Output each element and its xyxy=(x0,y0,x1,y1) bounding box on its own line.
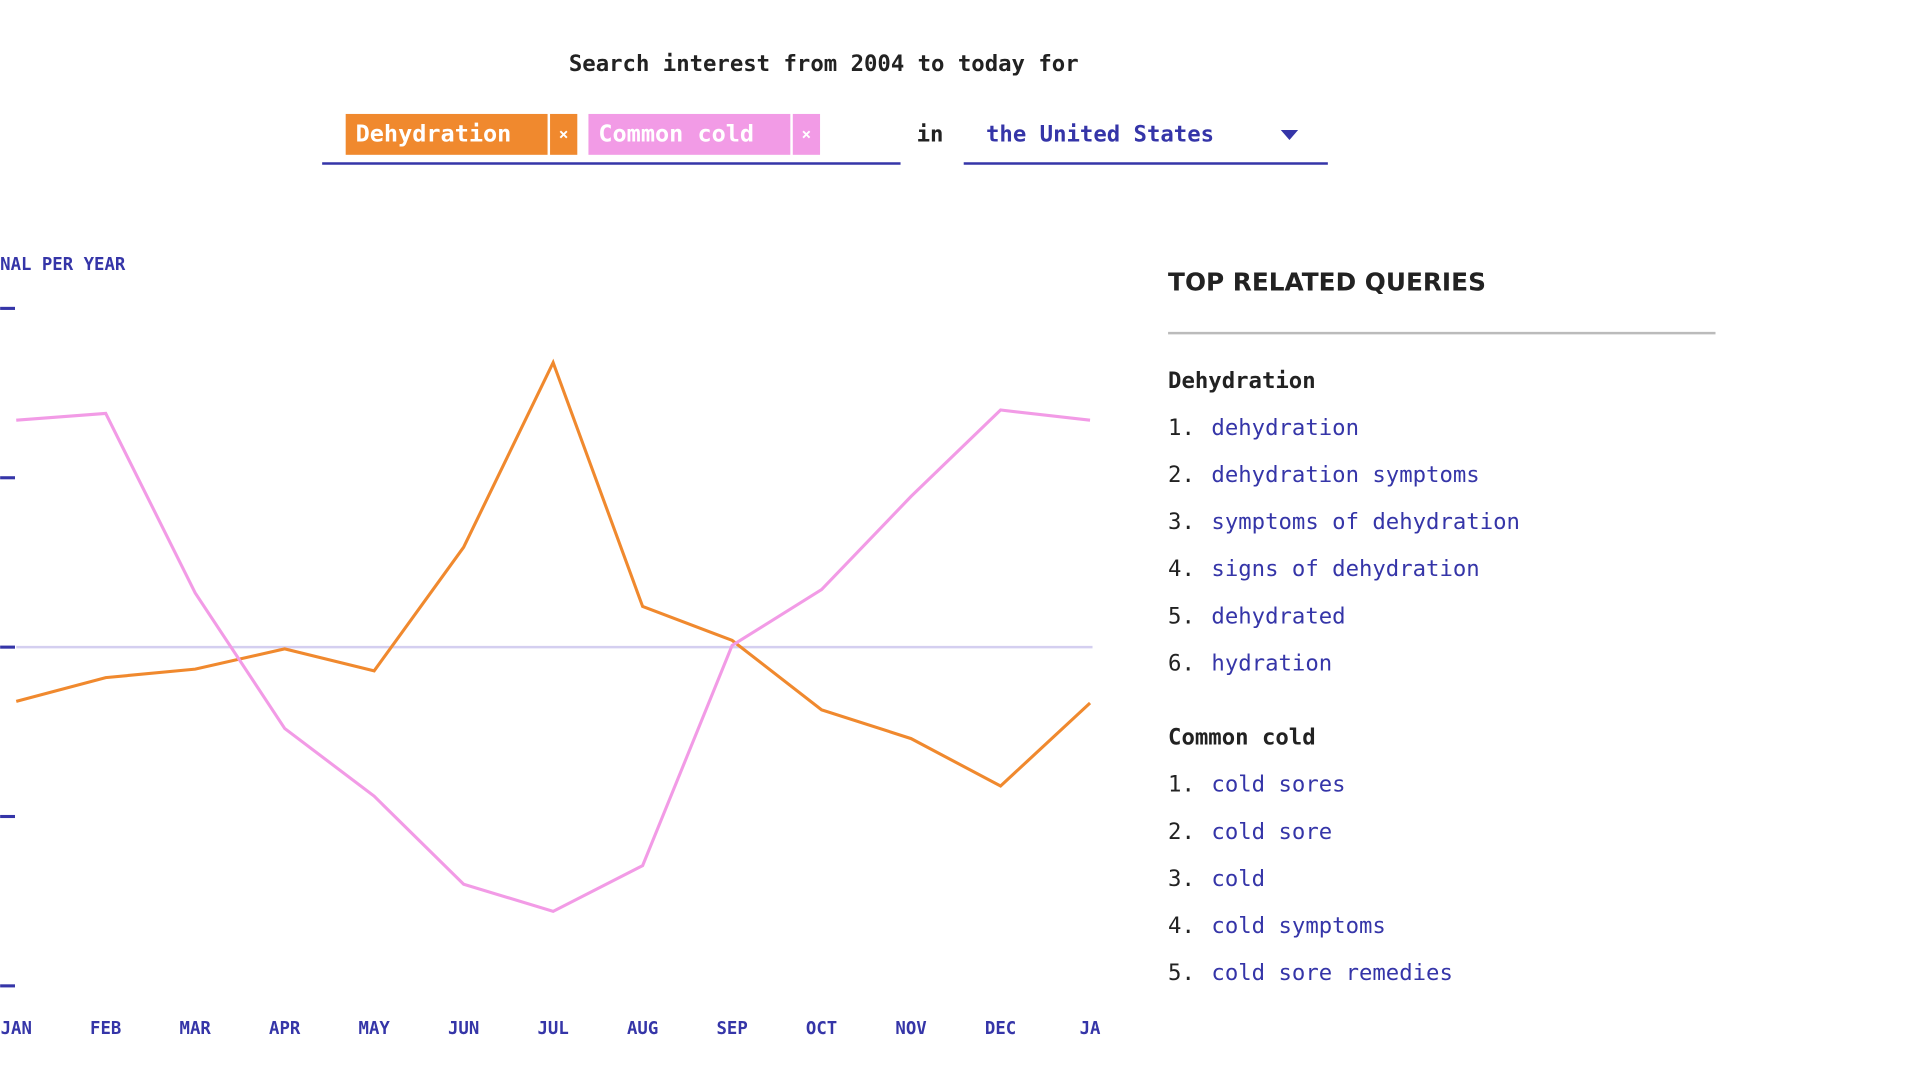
x-tick-label: JAN xyxy=(1,1019,32,1039)
x-tick-label: MAR xyxy=(180,1019,212,1039)
query-rank: 5. xyxy=(1168,603,1195,629)
query-rank: 6. xyxy=(1168,650,1195,676)
x-tick-label: JUN xyxy=(448,1019,479,1039)
query-rank: 3. xyxy=(1168,866,1195,892)
query-rank: 5. xyxy=(1168,960,1195,986)
term-label: Dehydration xyxy=(356,120,512,148)
related-title: TOP RELATED QUERIES xyxy=(1168,268,1486,297)
x-tick-label: FEB xyxy=(90,1019,121,1039)
query-link[interactable]: symptoms of dehydration xyxy=(1211,509,1520,535)
query-link[interactable]: cold sore xyxy=(1211,819,1332,845)
region-select[interactable]: the United States xyxy=(986,122,1214,148)
query-rank: 1. xyxy=(1168,772,1195,798)
x-tick-label: OCT xyxy=(806,1019,837,1039)
term-chips: Dehydration × Common cold × xyxy=(345,113,821,155)
y-axis-label: NAL PER YEAR xyxy=(0,255,126,275)
x-tick-label: SEP xyxy=(716,1019,747,1039)
x-tick-label: MAY xyxy=(359,1019,391,1039)
query-rank: 4. xyxy=(1168,556,1195,582)
query-rank: 2. xyxy=(1168,819,1195,845)
series-line xyxy=(16,408,1091,914)
dropdown-arrow[interactable] xyxy=(1280,130,1299,140)
x-tick-label: JA xyxy=(1080,1019,1101,1039)
query-link[interactable]: cold sore remedies xyxy=(1211,960,1452,986)
query-rank: 3. xyxy=(1168,509,1195,535)
remove-button[interactable]: × xyxy=(802,125,812,144)
x-tick-label: NOV xyxy=(895,1019,926,1039)
in-label: in xyxy=(917,122,944,148)
query-link[interactable]: cold sores xyxy=(1211,772,1345,798)
query-link[interactable]: dehydration symptoms xyxy=(1211,462,1479,488)
query-link[interactable]: dehydrated xyxy=(1211,603,1345,629)
term-chip xyxy=(588,113,791,155)
query-rank: 2. xyxy=(1168,462,1195,488)
query-link[interactable]: dehydration xyxy=(1211,415,1359,441)
series-line xyxy=(15,358,1092,788)
header-title: Search interest from 2004 to today for xyxy=(569,51,1079,77)
related-queries: Dehydration 1. dehydration 2. dehydration sy… xyxy=(1168,368,1520,986)
x-tick-label: AUG xyxy=(627,1019,658,1039)
x-tick-label: JUL xyxy=(537,1019,568,1039)
remove-box[interactable] xyxy=(792,113,821,155)
x-tick-label: DEC xyxy=(985,1019,1016,1039)
group-title: Common cold xyxy=(1168,725,1316,751)
query-rank: 4. xyxy=(1168,913,1195,939)
query-rank: 1. xyxy=(1168,415,1195,441)
remove-box[interactable] xyxy=(550,113,578,155)
term-label: Common cold xyxy=(598,120,754,148)
query-link[interactable]: cold xyxy=(1211,866,1265,892)
group-title: Dehydration xyxy=(1168,368,1316,394)
x-tick-label: APR xyxy=(269,1019,301,1039)
chart: JAN FEB MAR APR MAY JUN JUL AUG SEP OCT NOV DEC JA xyxy=(0,306,1101,1039)
term-chip xyxy=(345,113,548,155)
remove-button[interactable]: × xyxy=(559,125,569,144)
query-link[interactable]: cold symptoms xyxy=(1211,913,1385,939)
query-link[interactable]: hydration xyxy=(1211,650,1332,676)
query-link[interactable]: signs of dehydration xyxy=(1211,556,1479,582)
